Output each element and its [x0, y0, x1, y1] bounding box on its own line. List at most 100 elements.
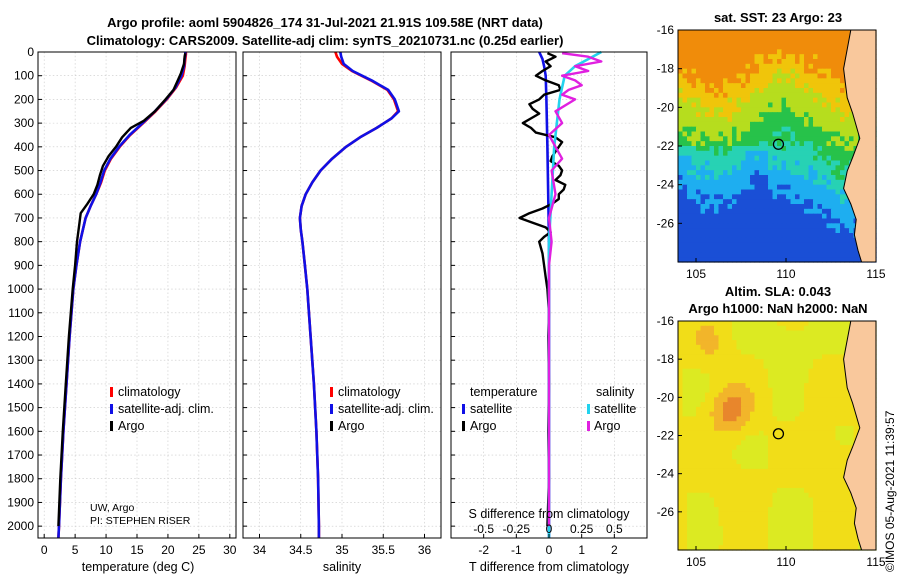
map-cell: [750, 435, 756, 441]
map-cell: [822, 540, 828, 546]
map-cell: [840, 411, 846, 418]
map-cell: [696, 179, 702, 186]
map-cell: [822, 545, 828, 551]
map-cell: [835, 502, 841, 508]
map-cell: [795, 468, 801, 475]
map-cell: [759, 136, 765, 142]
map-cell: [750, 237, 756, 244]
map-cell: [826, 242, 832, 249]
map-cell: [709, 112, 715, 118]
map-cell: [817, 502, 823, 508]
map-cell: [813, 402, 819, 408]
map-cell: [718, 107, 724, 113]
map-cell: [723, 49, 729, 55]
map-cell: [759, 242, 765, 249]
map-cell: [804, 223, 810, 229]
map-cell: [777, 368, 783, 375]
map-cell: [687, 54, 693, 60]
map-cell: [696, 97, 702, 104]
map-cell: [835, 39, 841, 46]
map-cell: [777, 330, 783, 336]
map-cell: [745, 373, 751, 379]
map-cell: [741, 449, 747, 456]
map-cell: [777, 252, 783, 258]
map-cell: [714, 507, 720, 513]
map-cell: [817, 83, 823, 89]
map-cell: [682, 155, 688, 162]
map-cell: [808, 136, 814, 142]
map-cell: [687, 126, 693, 133]
map-cell: [804, 540, 810, 546]
map-cell: [768, 378, 774, 384]
map-cell: [754, 435, 760, 441]
map-cell: [709, 49, 715, 55]
map-cell: [763, 540, 769, 546]
map-cell: [826, 526, 832, 532]
map-cell: [808, 160, 814, 166]
map-cell: [817, 402, 823, 408]
map-cell: [777, 478, 783, 484]
map-cell: [795, 141, 801, 147]
map-cell: [700, 97, 706, 104]
map-cell: [754, 155, 760, 162]
map-cell: [736, 242, 742, 249]
map-cell: [849, 252, 855, 258]
map-cell: [723, 526, 729, 532]
map-cell: [799, 526, 805, 532]
map-cell: [799, 247, 805, 253]
map-cell: [781, 440, 787, 446]
map-cell: [817, 440, 823, 446]
map-cell: [678, 421, 684, 427]
map-cell: [736, 107, 742, 113]
map-cell: [718, 59, 724, 65]
map-cell: [849, 445, 855, 451]
map-cell: [682, 175, 688, 181]
map-cell: [682, 121, 688, 128]
map-cell: [736, 170, 742, 176]
map-cell: [813, 335, 819, 341]
map-cell: [786, 237, 792, 244]
map-cell: [741, 502, 747, 508]
map-cell: [813, 363, 819, 370]
map-cell: [745, 397, 751, 403]
map-cell: [754, 257, 760, 263]
map-cell: [826, 368, 832, 375]
map-cell: [844, 507, 850, 513]
map-cell: [768, 194, 774, 200]
map-cell: [736, 368, 742, 375]
map-cell: [817, 330, 823, 336]
legend-swatch-sat-t: [462, 404, 465, 414]
map-cell: [831, 363, 837, 370]
map-cell: [777, 107, 783, 113]
map-cell: [759, 383, 765, 389]
map-cell: [822, 440, 828, 446]
map-cell: [741, 487, 747, 494]
map-cell: [790, 146, 796, 152]
map-cell: [849, 545, 855, 551]
map-cell: [813, 397, 819, 403]
map-cell: [786, 160, 792, 166]
map-cell: [700, 233, 706, 239]
map-cell: [682, 88, 688, 94]
map-cell: [678, 49, 684, 55]
map-cell: [678, 430, 684, 437]
map-cell: [700, 141, 706, 147]
x-tick-label: 105: [686, 555, 706, 569]
map-cell: [700, 383, 706, 389]
map-cell: [781, 402, 787, 408]
map-cell: [808, 39, 814, 46]
map-cell: [678, 483, 684, 489]
map-cell: [799, 406, 805, 413]
map-cell: [849, 117, 855, 123]
map-cell: [678, 247, 684, 253]
map-cell: [817, 247, 823, 253]
map-cell: [700, 107, 706, 113]
map-cell: [727, 502, 733, 508]
map-cell: [840, 117, 846, 123]
legend-swatch-argo-s: [587, 421, 590, 431]
map-cell: [795, 208, 801, 215]
s-tick-label: 0: [546, 522, 553, 536]
map-cell: [813, 516, 819, 522]
map-cell: [727, 545, 733, 551]
map-cell: [723, 97, 729, 104]
